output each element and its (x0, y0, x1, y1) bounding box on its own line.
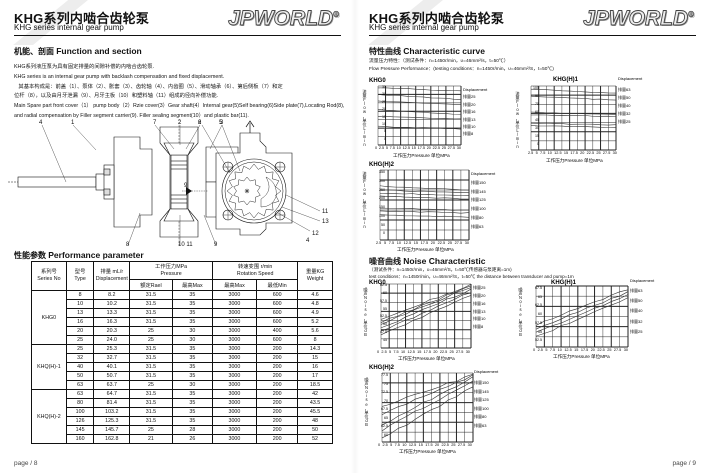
svg-text:4: 4 (306, 238, 310, 244)
svg-text:5: 5 (219, 120, 223, 126)
svg-text:12: 12 (312, 231, 319, 237)
svg-text:1: 1 (71, 120, 75, 126)
svg-text:7: 7 (153, 120, 157, 126)
svg-text:8: 8 (126, 242, 130, 247)
svg-text:11: 11 (322, 209, 329, 215)
svg-text:6: 6 (198, 120, 202, 126)
svg-text:13: 13 (322, 219, 329, 225)
svg-text:4: 4 (39, 120, 43, 126)
